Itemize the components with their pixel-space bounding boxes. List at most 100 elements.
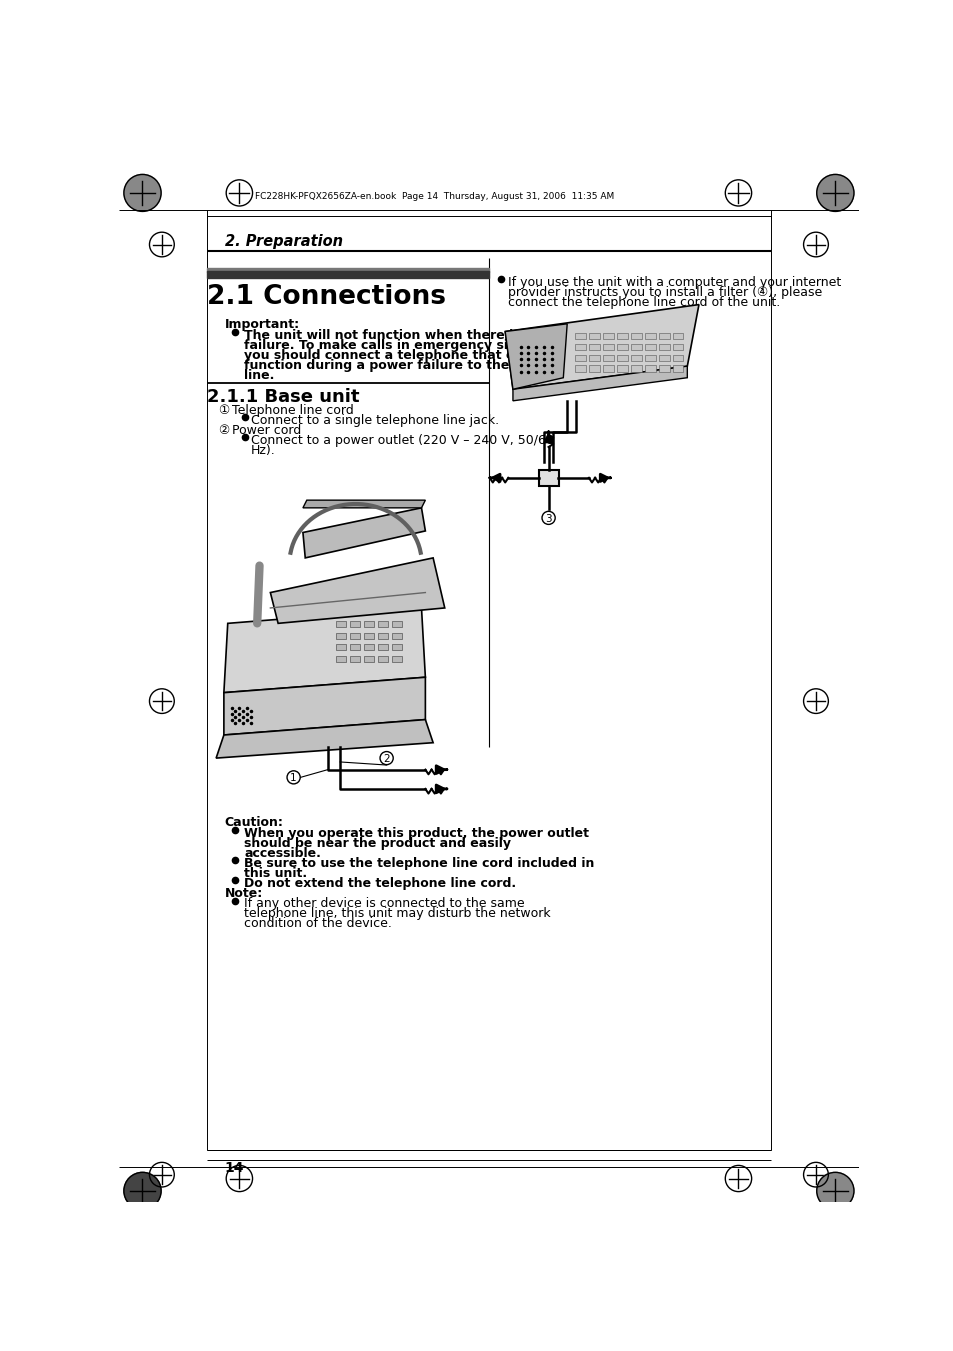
Bar <box>672 334 682 339</box>
Bar <box>672 354 682 361</box>
Circle shape <box>124 174 161 211</box>
Text: failure. To make calls in emergency situations,: failure. To make calls in emergency situ… <box>244 339 570 353</box>
Text: accessible.: accessible. <box>244 847 320 859</box>
Bar <box>207 269 488 273</box>
Bar <box>602 354 613 361</box>
Text: 2. Preparation: 2. Preparation <box>224 235 342 250</box>
Polygon shape <box>224 608 425 693</box>
Bar <box>630 345 641 350</box>
Bar <box>350 632 360 639</box>
Bar <box>617 354 627 361</box>
Polygon shape <box>216 720 433 758</box>
Text: If any other device is connected to the same: If any other device is connected to the … <box>244 897 524 911</box>
Polygon shape <box>270 558 444 623</box>
Bar <box>617 345 627 350</box>
Bar <box>575 354 585 361</box>
Text: Telephone line cord: Telephone line cord <box>233 404 354 417</box>
Bar <box>658 345 669 350</box>
Bar <box>364 621 374 627</box>
Bar <box>350 644 360 650</box>
Bar <box>538 470 558 485</box>
Text: connect the telephone line cord of the unit.: connect the telephone line cord of the u… <box>508 296 780 309</box>
Bar <box>644 334 655 339</box>
Bar <box>575 345 585 350</box>
Text: condition of the device.: condition of the device. <box>244 917 392 931</box>
Bar <box>588 345 599 350</box>
Polygon shape <box>505 304 699 389</box>
Bar <box>672 345 682 350</box>
Text: function during a power failure to the telephone: function during a power failure to the t… <box>244 359 584 373</box>
Polygon shape <box>224 677 425 735</box>
Text: When you operate this product, the power outlet: When you operate this product, the power… <box>244 827 588 839</box>
Bar <box>644 354 655 361</box>
Bar <box>588 365 599 372</box>
Text: Connect to a power outlet (220 V – 240 V, 50/60: Connect to a power outlet (220 V – 240 V… <box>251 434 554 447</box>
Bar <box>658 334 669 339</box>
Bar <box>377 644 388 650</box>
Bar <box>630 354 641 361</box>
Circle shape <box>816 1173 853 1209</box>
Bar <box>392 644 402 650</box>
Bar <box>617 334 627 339</box>
Text: you should connect a telephone that can: you should connect a telephone that can <box>244 349 530 362</box>
Text: The unit will not function when there is a power: The unit will not function when there is… <box>244 330 580 342</box>
Bar <box>588 334 599 339</box>
Bar <box>335 655 346 662</box>
Bar <box>575 334 585 339</box>
Bar <box>377 621 388 627</box>
Bar <box>335 644 346 650</box>
Bar <box>392 655 402 662</box>
Text: 14: 14 <box>224 1161 244 1175</box>
Text: Be sure to use the telephone line cord included in: Be sure to use the telephone line cord i… <box>244 857 594 870</box>
Text: 2: 2 <box>383 754 390 763</box>
Text: Note:: Note: <box>224 886 263 900</box>
Bar <box>392 632 402 639</box>
Bar <box>602 334 613 339</box>
Bar <box>644 365 655 372</box>
Bar <box>630 334 641 339</box>
Bar <box>364 644 374 650</box>
Bar <box>207 272 488 277</box>
Bar <box>658 354 669 361</box>
Bar <box>335 621 346 627</box>
Text: FC228HK-PFQX2656ZA-en.book  Page 14  Thursday, August 31, 2006  11:35 AM: FC228HK-PFQX2656ZA-en.book Page 14 Thurs… <box>254 192 614 201</box>
Text: 1: 1 <box>290 773 296 784</box>
Bar <box>602 345 613 350</box>
Bar <box>630 365 641 372</box>
Bar <box>377 632 388 639</box>
Polygon shape <box>505 324 567 389</box>
Text: If you use the unit with a computer and your internet: If you use the unit with a computer and … <box>508 276 841 289</box>
Text: this unit.: this unit. <box>244 867 307 880</box>
Text: telephone line, this unit may disturb the network: telephone line, this unit may disturb th… <box>244 908 550 920</box>
Bar <box>644 345 655 350</box>
Polygon shape <box>513 366 686 401</box>
Bar <box>364 632 374 639</box>
Bar <box>364 655 374 662</box>
Text: provider instructs you to install a filter (④), please: provider instructs you to install a filt… <box>508 286 821 299</box>
Text: Do not extend the telephone line cord.: Do not extend the telephone line cord. <box>244 877 516 890</box>
Circle shape <box>124 1173 161 1209</box>
Bar <box>350 621 360 627</box>
Text: Caution:: Caution: <box>224 816 283 830</box>
Text: should be near the product and easily: should be near the product and easily <box>244 836 511 850</box>
Text: 2.1.1 Base unit: 2.1.1 Base unit <box>207 389 359 407</box>
Text: 3: 3 <box>545 513 552 524</box>
Bar <box>617 365 627 372</box>
Bar <box>392 621 402 627</box>
Polygon shape <box>303 508 425 558</box>
Bar <box>658 365 669 372</box>
Polygon shape <box>303 500 425 508</box>
Text: Connect to a single telephone line jack.: Connect to a single telephone line jack. <box>251 413 498 427</box>
Text: line.: line. <box>244 369 274 382</box>
Text: 2.1 Connections: 2.1 Connections <box>207 284 445 309</box>
Text: Power cord: Power cord <box>233 424 301 436</box>
Bar <box>672 365 682 372</box>
Bar <box>377 655 388 662</box>
Text: Hz).: Hz). <box>251 444 275 457</box>
Bar <box>588 354 599 361</box>
Text: ①: ① <box>218 404 230 417</box>
Bar <box>575 365 585 372</box>
Bar <box>602 365 613 372</box>
Bar <box>335 632 346 639</box>
Bar <box>350 655 360 662</box>
